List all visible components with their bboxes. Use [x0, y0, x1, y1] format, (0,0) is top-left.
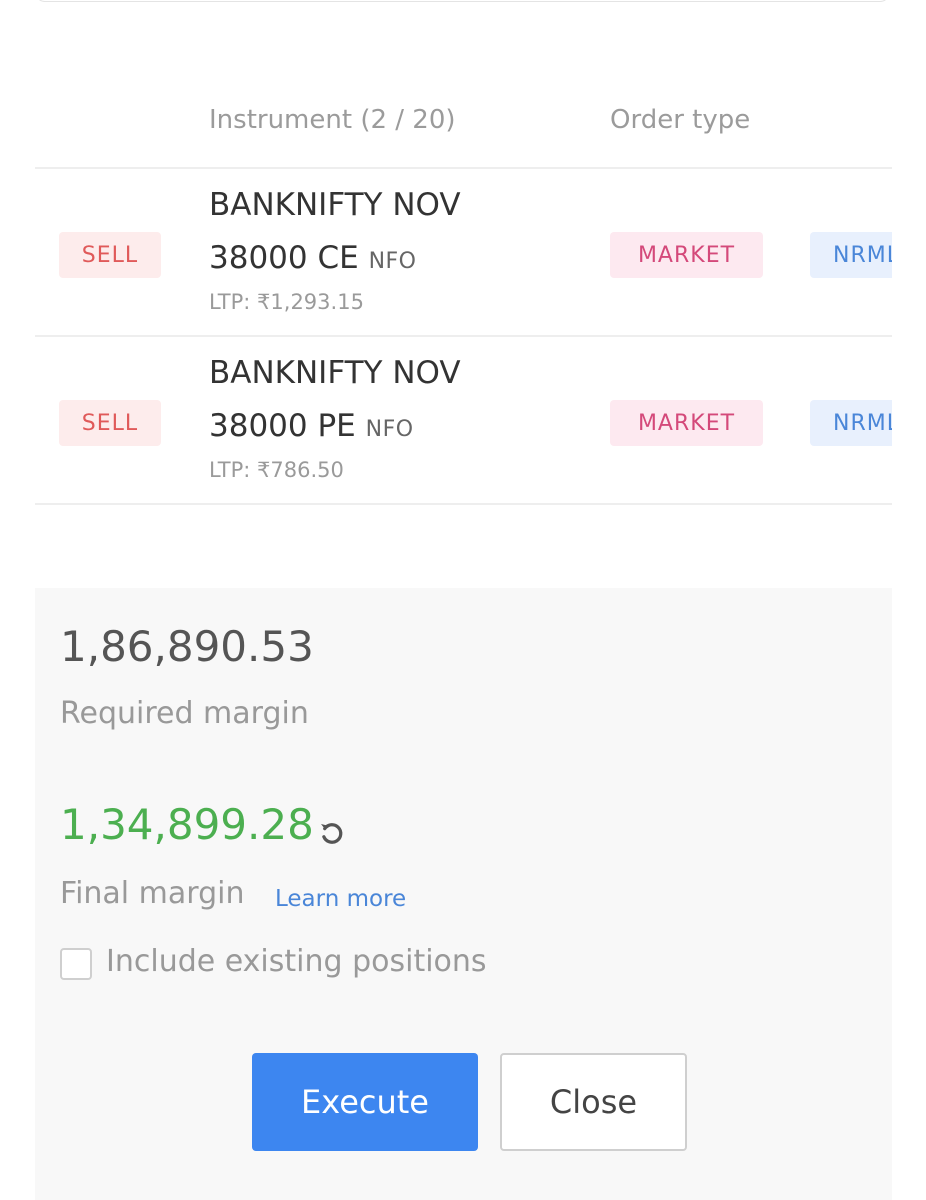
- exchange-label: NFO: [365, 417, 414, 442]
- final-margin-label: Final margin: [60, 876, 245, 911]
- ltp-text: LTP: ₹786.50: [209, 458, 344, 482]
- order-type-badge: MARKET: [610, 232, 763, 278]
- basket-table: Instrument (2 / 20) Order type SELL BANK…: [35, 70, 892, 506]
- required-margin-value: 1,86,890.53: [60, 622, 314, 671]
- header-instrument: Instrument (2 / 20): [209, 105, 456, 135]
- execute-button[interactable]: Execute: [252, 1053, 478, 1151]
- include-positions-label[interactable]: Include existing positions: [106, 944, 487, 979]
- strike-label: 38000 CE: [209, 240, 359, 276]
- include-positions-checkbox[interactable]: [60, 948, 92, 980]
- product-badge: NRML: [810, 400, 892, 446]
- instrument-name-line2: 38000 CE NFO: [209, 232, 417, 288]
- ltp-text: LTP: ₹1,293.15: [209, 290, 364, 314]
- top-card: [35, 0, 890, 2]
- learn-more-link[interactable]: Learn more: [275, 886, 407, 912]
- instrument-name-line1: BANKNIFTY NOV: [209, 187, 461, 223]
- side-badge: SELL: [59, 400, 161, 446]
- required-margin-label: Required margin: [60, 696, 309, 731]
- instrument-name-line2: 38000 PE NFO: [209, 400, 414, 456]
- instrument-name-line1: BANKNIFTY NOV: [209, 355, 461, 391]
- final-margin-value: 1,34,899.28: [60, 800, 314, 849]
- table-row[interactable]: SELL BANKNIFTY NOV 38000 PE NFO LTP: ₹78…: [35, 337, 892, 505]
- table-row[interactable]: SELL BANKNIFTY NOV 38000 CE NFO LTP: ₹1,…: [35, 169, 892, 337]
- margin-panel: 1,86,890.53 Required margin 1,34,899.28 …: [35, 588, 892, 1200]
- header-order-type: Order type: [610, 105, 751, 135]
- exchange-label: NFO: [368, 249, 417, 274]
- refresh-icon[interactable]: [317, 818, 347, 848]
- header-divider: [35, 167, 892, 169]
- strike-label: 38000 PE: [209, 408, 356, 444]
- close-button[interactable]: Close: [500, 1053, 687, 1151]
- order-type-badge: MARKET: [610, 400, 763, 446]
- side-badge: SELL: [59, 232, 161, 278]
- product-badge: NRML: [810, 232, 892, 278]
